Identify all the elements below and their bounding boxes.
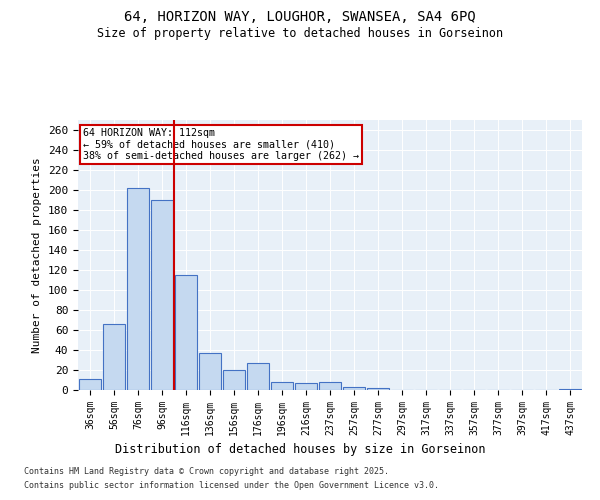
Bar	[319, 382, 341, 390]
Bar	[127, 188, 149, 390]
Text: 64 HORIZON WAY: 112sqm
← 59% of detached houses are smaller (410)
38% of semi-de: 64 HORIZON WAY: 112sqm ← 59% of detached…	[83, 128, 359, 162]
Bar	[103, 324, 125, 390]
Bar	[151, 200, 173, 390]
Text: Distribution of detached houses by size in Gorseinon: Distribution of detached houses by size …	[115, 442, 485, 456]
Bar	[343, 387, 365, 390]
Bar	[223, 370, 245, 390]
Text: Contains public sector information licensed under the Open Government Licence v3: Contains public sector information licen…	[24, 481, 439, 490]
Text: Size of property relative to detached houses in Gorseinon: Size of property relative to detached ho…	[97, 28, 503, 40]
Bar	[247, 363, 269, 390]
Bar	[199, 353, 221, 390]
Text: 64, HORIZON WAY, LOUGHOR, SWANSEA, SA4 6PQ: 64, HORIZON WAY, LOUGHOR, SWANSEA, SA4 6…	[124, 10, 476, 24]
Bar	[175, 275, 197, 390]
Bar	[367, 388, 389, 390]
Bar	[295, 383, 317, 390]
Bar	[79, 379, 101, 390]
Text: Contains HM Land Registry data © Crown copyright and database right 2025.: Contains HM Land Registry data © Crown c…	[24, 468, 389, 476]
Bar	[271, 382, 293, 390]
Bar	[559, 389, 581, 390]
Y-axis label: Number of detached properties: Number of detached properties	[32, 157, 43, 353]
